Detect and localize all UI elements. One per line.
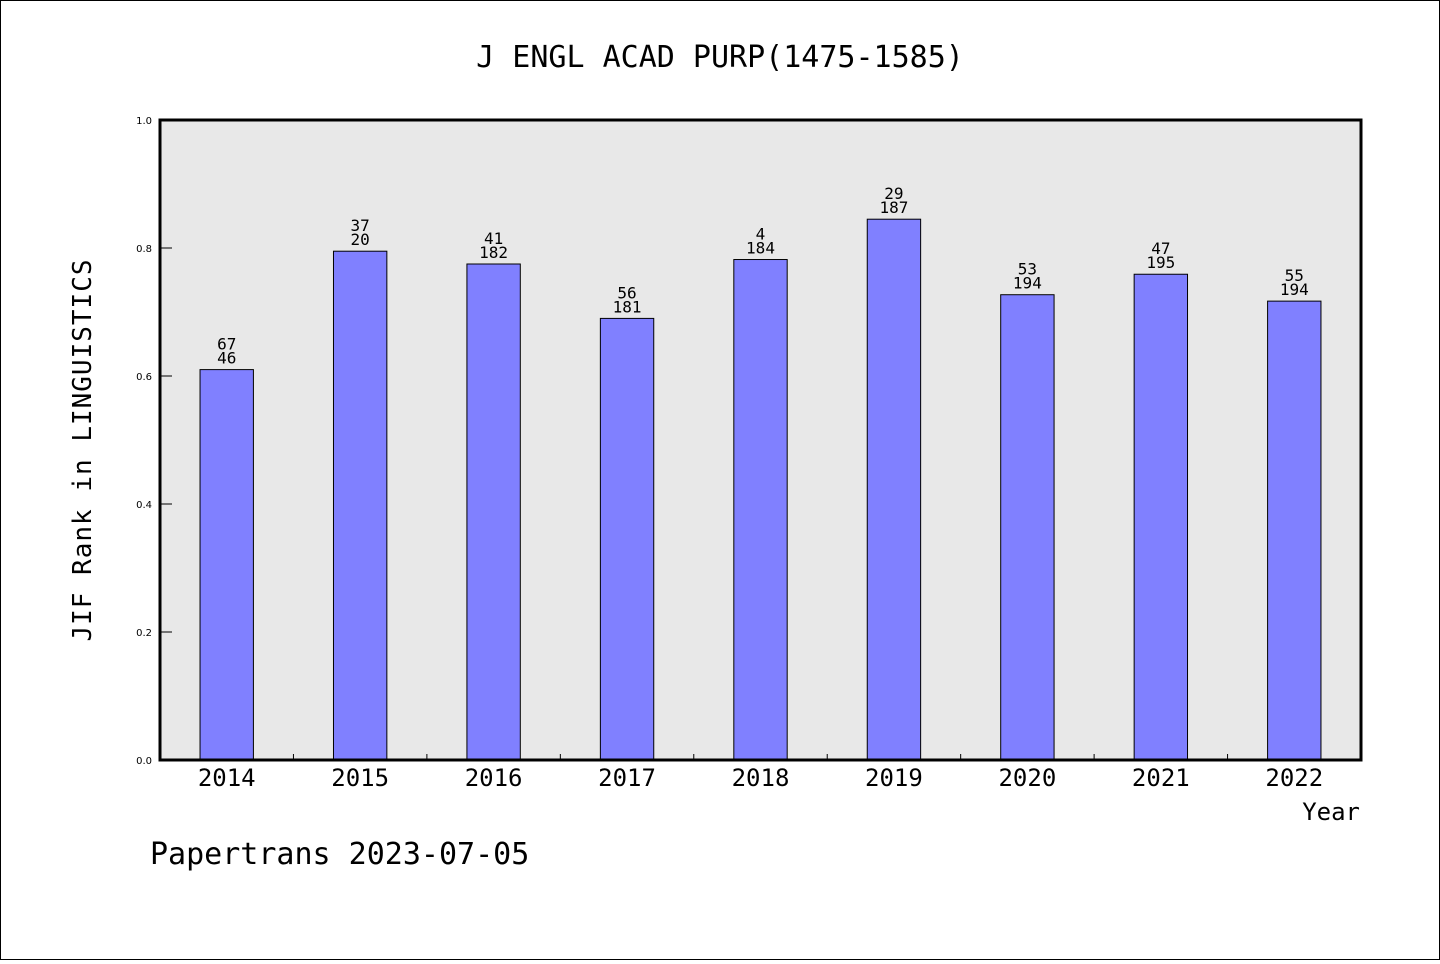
x-tick-label: 2018 [732,764,790,792]
data-label-rank: 67 [217,335,236,354]
bars-group [199,218,1322,761]
chart-title: J ENGL ACAD PURP(1475-1585) [476,40,964,75]
x-tick-label: 2015 [331,764,389,792]
y-axis-label: JIF Rank in LINGUISTICS [68,258,98,641]
x-tick-label: 2019 [865,764,923,792]
data-label-total: 181 [613,297,642,316]
data-label-rank: 4 [756,225,766,244]
data-label-total: 46 [217,349,236,368]
y-tick-label: 0.2 [136,628,152,639]
data-label-total: 187 [879,198,908,217]
x-tick-label: 2021 [1132,764,1190,792]
footer-text: Papertrans 2023-07-05 [150,837,529,872]
bar [466,263,521,761]
x-tick-label: 2020 [998,764,1056,792]
data-label-rank: 29 [884,184,903,203]
x-tick-label: 2016 [465,764,523,792]
y-tick-label: 0.4 [136,500,152,511]
y-tick-label: 1.0 [136,116,152,127]
y-tick-label: 0.6 [136,372,152,383]
data-label-total: 20 [351,230,370,249]
plot-border [158,118,1363,762]
data-label-total: 194 [1280,280,1309,299]
data-label-total: 184 [746,239,775,258]
bar [599,317,655,761]
data-label-rank: 55 [1285,266,1304,285]
bar [1133,273,1189,761]
x-tick-label: 2022 [1265,764,1323,792]
data-label-total: 194 [1013,274,1042,293]
data-label-rank: 37 [351,216,370,235]
bar [332,250,388,761]
x-tick-label: 2017 [598,764,656,792]
x-axis-label: Year [1302,798,1360,826]
data-label-rank: 53 [1018,260,1037,279]
bar [866,218,922,761]
data-label-rank: 41 [484,229,503,248]
bar [1000,294,1055,761]
bar [1267,300,1322,761]
y-tick-label: 0.0 [136,756,152,767]
data-label-rank: 56 [617,283,636,302]
y-tick-label: 0.8 [136,244,152,255]
data-label-total: 182 [479,243,508,262]
data-label-rank: 47 [1151,239,1170,258]
bar [199,369,254,761]
data-label-total: 195 [1146,253,1175,272]
x-tick-label: 2014 [198,764,256,792]
bar [733,259,788,761]
x-axis-ticks: 2014 2015 2016 2017 2018 2019 2020 2021 2022 [198,754,1323,792]
